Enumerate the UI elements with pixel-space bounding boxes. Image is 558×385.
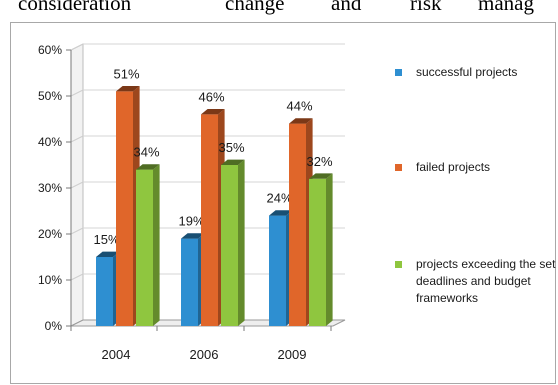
bar-top-0-2009: [269, 210, 293, 216]
y-tick-label: 0%: [45, 319, 63, 333]
bar-side-2-2004: [153, 164, 160, 326]
bar-2-2004: [136, 169, 153, 326]
bar-top-2-2009: [309, 173, 333, 179]
legend-label-failed: failed projects: [416, 160, 491, 174]
bar-1-2006: [201, 114, 218, 327]
bar-side-2-2006: [238, 159, 245, 326]
y-tick-label: 50%: [38, 89, 62, 103]
gridline-depth: [70, 135, 84, 143]
legend-swatch-successful: [395, 69, 402, 76]
data-label: 15%: [93, 232, 119, 247]
bar-side-2-2009: [326, 173, 333, 326]
bar-top-1-2006: [201, 109, 225, 115]
data-label: 32%: [306, 154, 332, 169]
bar-top-2-2006: [221, 159, 245, 165]
x-tick-label: 2006: [190, 347, 219, 362]
y-tick-label: 30%: [38, 181, 62, 195]
header-word: and: [331, 0, 362, 15]
y-tick-label: 40%: [38, 135, 62, 149]
header-word: consideration: [18, 0, 132, 15]
header-word: manag: [478, 0, 534, 15]
legend-swatch-failed: [395, 164, 402, 171]
bar-chart: 0% 10% 20% 30% 40% 50% 60% 15% 51% 34% 2004 19% 46% 3…: [38, 43, 346, 362]
bar-2-2006: [221, 165, 238, 326]
data-label: 51%: [113, 66, 139, 81]
bar-0-2009: [269, 215, 286, 326]
gridline-depth: [70, 43, 84, 51]
bar-top-2-2004: [136, 164, 160, 170]
data-label: 46%: [198, 89, 224, 104]
gridline-depth: [70, 273, 84, 281]
bar-top-0-2004: [96, 251, 120, 257]
gridline-depth: [70, 181, 84, 189]
y-tick-label: 60%: [38, 43, 62, 57]
bar-0-2004: [96, 257, 113, 326]
chart-frame: 0% 10% 20% 30% 40% 50% 60% 15% 51% 34% 2004 19% 46% 3…: [10, 22, 556, 384]
legend-label-exceeding: projects exceeding the set deadlines and…: [416, 257, 556, 305]
data-label: 19%: [178, 214, 204, 229]
data-label: 24%: [266, 191, 292, 206]
y-tick-label: 20%: [38, 227, 62, 241]
bar-1-2009: [289, 123, 306, 326]
bar-top-0-2006: [181, 233, 205, 239]
data-label: 34%: [133, 145, 159, 160]
bar-top-1-2009: [289, 118, 313, 124]
x-tick-label: 2009: [278, 347, 307, 362]
bar-2-2009: [309, 178, 326, 326]
data-label: 35%: [218, 140, 244, 155]
header-text-fragment: consideration change and risk manag: [0, 0, 558, 15]
bar-1-2004: [116, 91, 133, 327]
x-tick-label: 2004: [102, 347, 131, 362]
bar-0-2006: [181, 238, 198, 326]
data-label: 44%: [286, 99, 312, 114]
y-tick-label: 10%: [38, 273, 62, 287]
gridline-depth: [70, 89, 84, 97]
gridline-depth: [70, 227, 84, 235]
bar-top-1-2004: [116, 86, 140, 92]
legend-swatch-exceeding: [395, 261, 402, 268]
legend-label-successful: successful projects: [416, 65, 518, 79]
header-word: risk: [410, 0, 442, 15]
header-word: change: [225, 0, 285, 15]
